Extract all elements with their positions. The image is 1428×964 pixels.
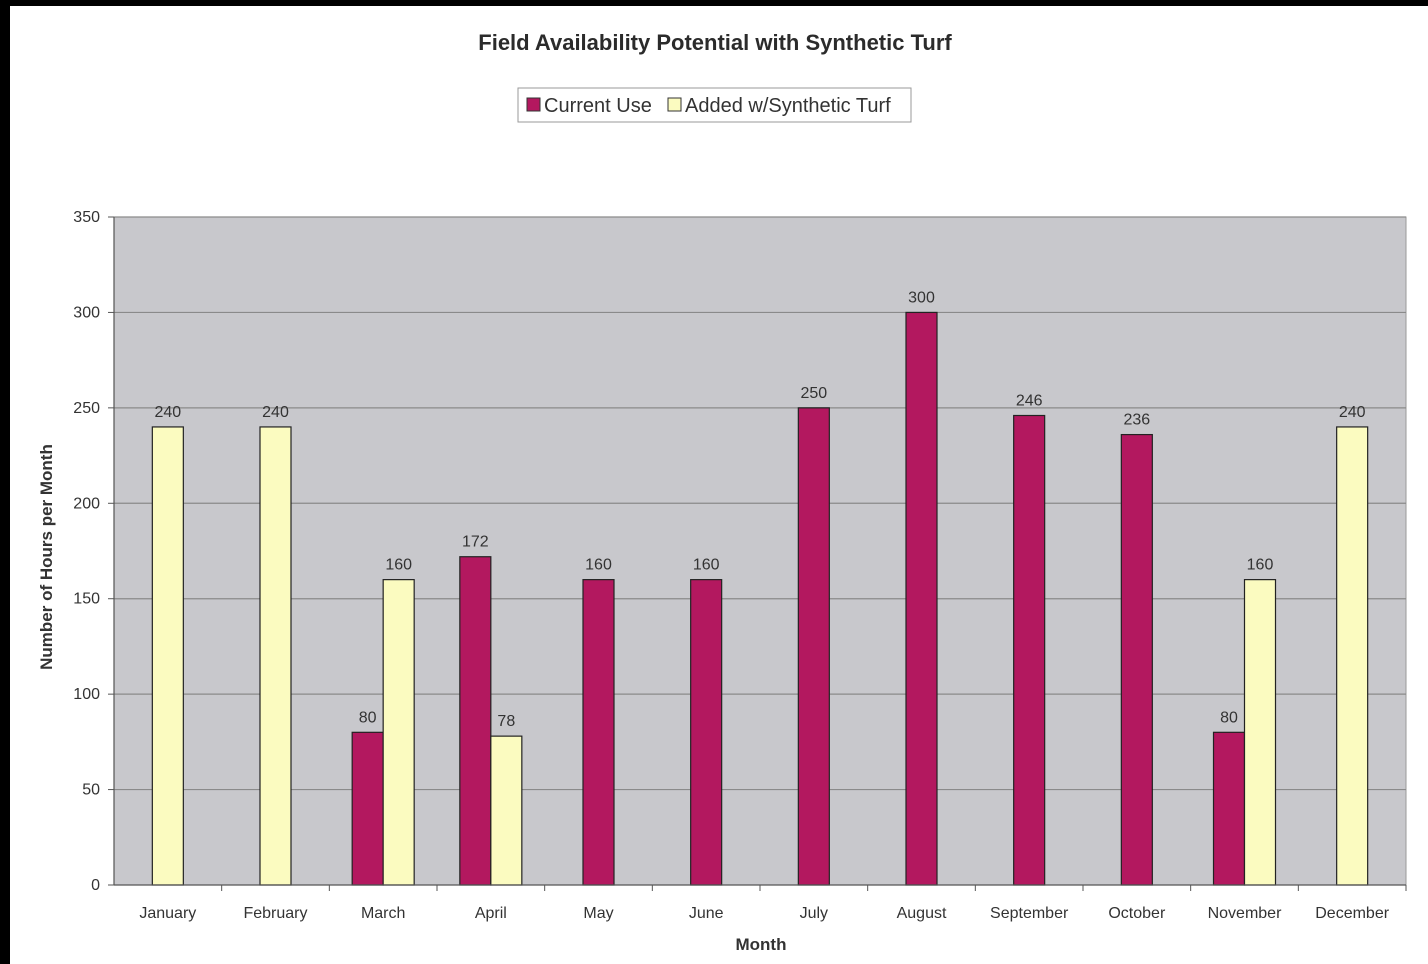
- bar-current-use-may: [582, 579, 615, 886]
- data-label-current-use-august: 300: [908, 289, 935, 306]
- y-tick-labels: 0 50 100 150 200 250 300 350: [73, 209, 100, 894]
- x-tick-label-december: December: [1315, 905, 1389, 922]
- data-label-added-w-synthetic-turf-april: 78: [497, 713, 515, 730]
- x-tick-label-january: January: [139, 905, 196, 922]
- data-label-current-use-march: 80: [359, 709, 377, 726]
- data-label-current-use-june: 160: [693, 557, 720, 574]
- x-tick-label-august: August: [897, 905, 947, 922]
- chart-page: Field Availability Potential with Synthe…: [10, 6, 1428, 964]
- bar-added-w-synthetic-turf-march: [382, 579, 415, 886]
- data-labels: 240 240 80 160 172 78 160 160 250 300 246 236 80 160 2…: [154, 289, 1365, 730]
- y-tick-label-250: 250: [73, 400, 100, 417]
- chart-title: Field Availability Potential with Synthe…: [478, 30, 952, 55]
- legend-swatch-added-synthetic-turf: [667, 97, 682, 112]
- x-tick-labels: January February March April May June July Augu…: [139, 905, 1389, 922]
- legend-box: [517, 87, 912, 123]
- bar-current-use-march: [351, 731, 384, 886]
- bar-current-use-june: [690, 579, 723, 886]
- bar-current-use-october: [1120, 433, 1153, 886]
- bar-added-w-synthetic-turf-december: [1336, 426, 1369, 886]
- data-label-added-w-synthetic-turf-december: 240: [1339, 404, 1366, 421]
- y-tick-label-0: 0: [91, 877, 100, 894]
- y-tick-label-150: 150: [73, 591, 100, 608]
- bar-added-w-synthetic-turf-january: [151, 426, 184, 886]
- bar-added-w-synthetic-turf-november: [1243, 579, 1277, 886]
- data-label-current-use-october: 236: [1123, 412, 1150, 429]
- x-tick-label-april: April: [475, 905, 507, 922]
- gridlines: [114, 216, 1406, 791]
- data-label-added-w-synthetic-turf-november: 160: [1247, 557, 1274, 574]
- legend-swatch-current-use: [526, 97, 541, 112]
- data-label-added-w-synthetic-turf-february: 240: [262, 404, 289, 421]
- data-label-added-w-synthetic-turf-march: 160: [385, 557, 412, 574]
- x-tick-label-september: September: [990, 905, 1069, 922]
- y-tick-label-300: 300: [73, 304, 100, 321]
- x-tick-label-may: May: [583, 905, 613, 922]
- data-label-current-use-july: 250: [800, 385, 827, 402]
- bar-added-w-synthetic-turf-february: [259, 426, 292, 886]
- legend-label-current-use: Current Use: [544, 95, 652, 117]
- x-tick-label-july: July: [800, 905, 828, 922]
- bar-added-w-synthetic-turf-april: [490, 735, 523, 886]
- y-axis-title: Number of Hours per Month: [37, 444, 56, 670]
- bars: [151, 311, 1369, 886]
- bar-current-use-august: [905, 311, 938, 886]
- y-tick-label-200: 200: [73, 495, 100, 512]
- data-label-current-use-september: 246: [1016, 392, 1043, 409]
- data-label-current-use-april: 172: [462, 534, 489, 551]
- legend: Current Use Added w/Synthetic Turf: [517, 87, 912, 123]
- axes: [108, 216, 1407, 891]
- data-label-current-use-may: 160: [585, 557, 612, 574]
- legend-label-added-synthetic-turf: Added w/Synthetic Turf: [685, 95, 891, 117]
- bar-current-use-july: [797, 407, 830, 886]
- x-axis-title: Month: [736, 935, 787, 954]
- x-tick-label-june: June: [689, 905, 724, 922]
- x-tick-label-october: October: [1108, 905, 1166, 922]
- bar-chart: Field Availability Potential with Synthe…: [37, 30, 1407, 954]
- plot-area: [113, 216, 1407, 886]
- bar-current-use-september: [1013, 414, 1046, 886]
- x-tick-label-november: November: [1208, 905, 1282, 922]
- data-label-added-w-synthetic-turf-january: 240: [154, 404, 181, 421]
- y-tick-label-100: 100: [73, 686, 100, 703]
- data-label-current-use-november: 80: [1220, 709, 1238, 726]
- x-tick-label-february: February: [243, 905, 307, 922]
- bar-current-use-november: [1212, 731, 1246, 886]
- x-tick-label-march: March: [361, 905, 405, 922]
- y-tick-label-50: 50: [82, 782, 100, 799]
- y-tick-label-350: 350: [73, 209, 100, 226]
- bar-current-use-april: [459, 556, 492, 886]
